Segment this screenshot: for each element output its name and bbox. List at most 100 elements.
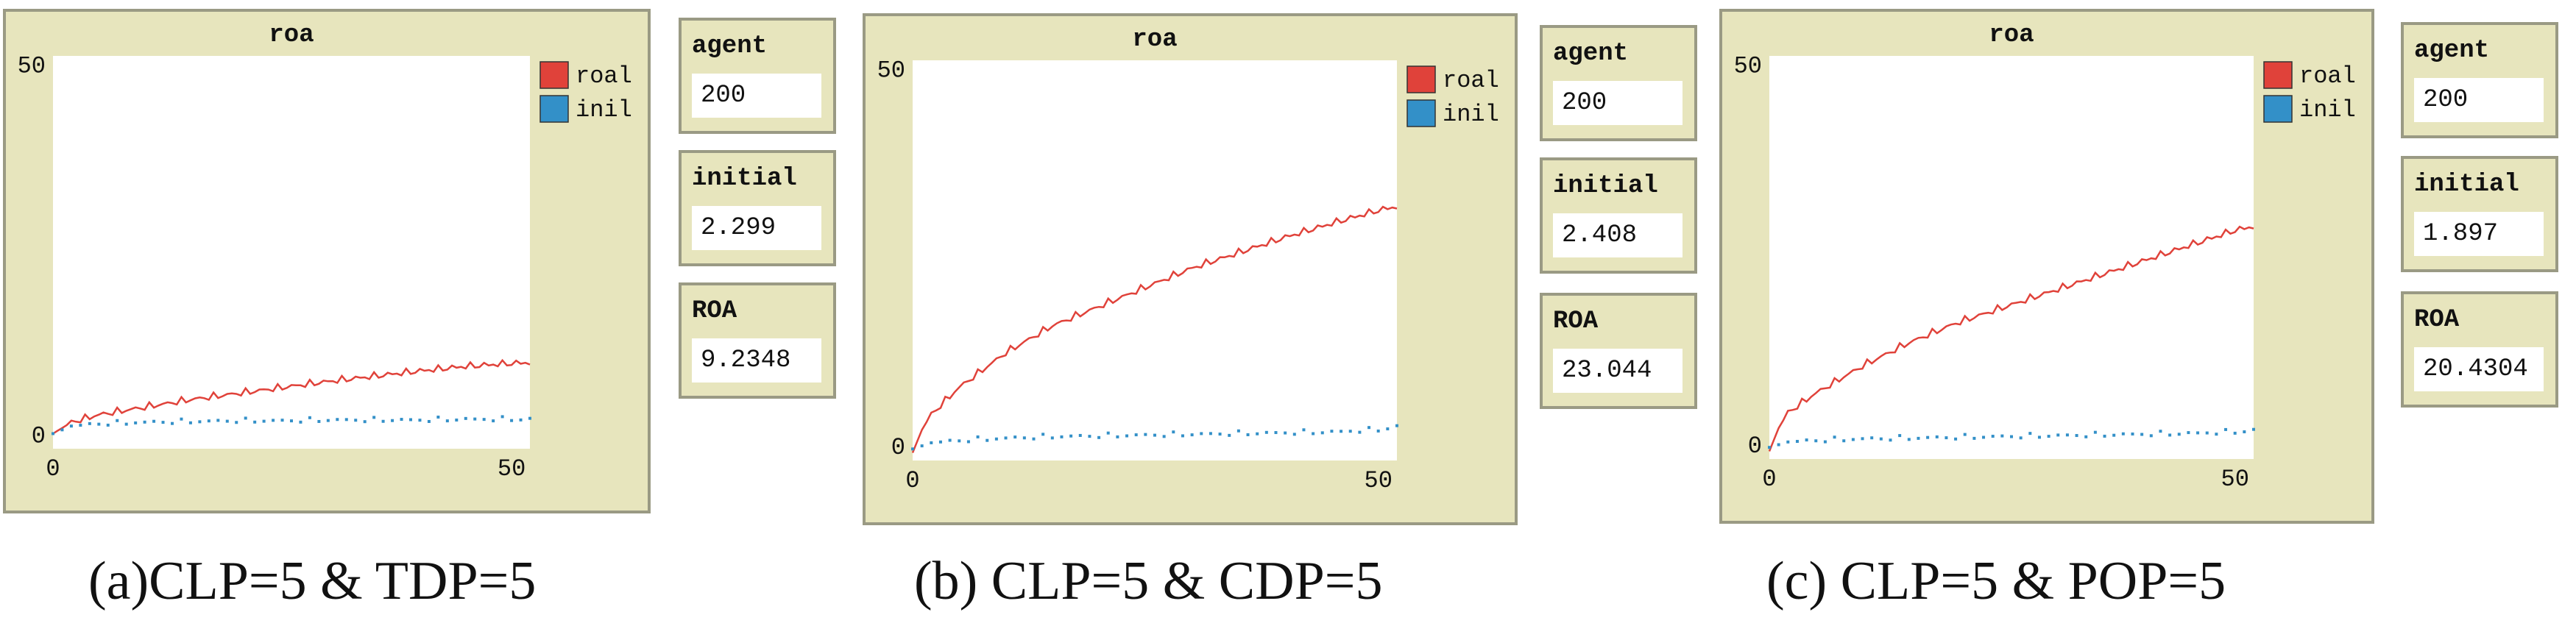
x-tick-label: 50 bbox=[1364, 467, 1392, 494]
inil-point bbox=[986, 438, 989, 442]
inil-point bbox=[124, 422, 128, 426]
plot-widget-b: roa 50 0 0 50 roal inil bbox=[863, 13, 1518, 525]
inil-point bbox=[2187, 431, 2190, 435]
inil-point bbox=[1833, 435, 1836, 439]
y-tick-label: 0 bbox=[1748, 433, 1762, 460]
inil-point bbox=[1153, 433, 1156, 437]
inil-point bbox=[2075, 434, 2078, 438]
inil-point bbox=[1088, 435, 1091, 438]
legend-swatch bbox=[1406, 65, 1436, 93]
agent-monitor-a: agent 200 bbox=[679, 18, 836, 134]
inil-point bbox=[2103, 434, 2106, 438]
monitor-label: initial bbox=[1553, 172, 1658, 200]
monitor-value: 200 bbox=[1562, 89, 1607, 117]
monitor-value: 23.044 bbox=[1562, 357, 1652, 385]
inil-point bbox=[1395, 424, 1398, 427]
inil-point bbox=[409, 418, 412, 422]
inil-point bbox=[1330, 430, 1334, 433]
inil-point bbox=[363, 420, 367, 424]
inil-point bbox=[2000, 434, 2004, 438]
caption-c: (c) CLP=5 & POP=5 bbox=[1766, 551, 2226, 611]
inil-point bbox=[1786, 440, 1790, 444]
inil-point bbox=[2065, 433, 2069, 437]
monitor-value-box: 23.044 bbox=[1553, 349, 1682, 393]
inil-point bbox=[253, 420, 257, 424]
inil-point bbox=[1097, 435, 1101, 439]
inil-point bbox=[299, 420, 302, 424]
inil-point bbox=[1078, 433, 1082, 437]
caption-b: (b) CLP=5 & CDP=5 bbox=[914, 551, 1383, 611]
x-tick-label: 50 bbox=[2221, 466, 2248, 493]
monitor-label: agent bbox=[692, 32, 768, 60]
inil-point bbox=[1032, 437, 1036, 441]
inil-point bbox=[1236, 429, 1240, 433]
agent-monitor-c: agent 200 bbox=[2401, 22, 2558, 138]
inil-point bbox=[60, 428, 64, 432]
inil-point bbox=[1302, 428, 1306, 432]
inil-point bbox=[1805, 438, 1808, 442]
y-tick-label: 0 bbox=[32, 422, 46, 449]
inil-point bbox=[2112, 433, 2116, 437]
inil-point bbox=[2224, 427, 2228, 431]
initial-monitor-c: initial 1.897 bbox=[2401, 156, 2558, 272]
inil-point bbox=[519, 418, 523, 422]
inil-point bbox=[1870, 436, 1874, 440]
inil-point bbox=[152, 419, 156, 423]
monitor-label: initial bbox=[692, 165, 797, 193]
inil-point bbox=[97, 422, 101, 426]
inil-point bbox=[198, 420, 202, 424]
inil-point bbox=[134, 421, 138, 424]
y-tick-label: 50 bbox=[18, 52, 46, 79]
plot-svg: roa 50 00 50 roal inil bbox=[1734, 21, 2356, 493]
inil-point bbox=[2243, 430, 2246, 434]
inil-point bbox=[1022, 436, 1026, 440]
plot-widget-c: roa 50 0 0 50 roal inil bbox=[1719, 9, 2374, 524]
plot-title: roa bbox=[1989, 21, 2034, 49]
monitor-value-box: 1.897 bbox=[2414, 212, 2544, 256]
inil-point bbox=[1134, 433, 1138, 437]
inil-point bbox=[1777, 443, 1780, 447]
inil-point bbox=[280, 419, 284, 422]
inil-point bbox=[290, 419, 293, 423]
inil-point bbox=[1795, 440, 1799, 444]
inil-point bbox=[445, 419, 449, 423]
inil-point bbox=[2084, 435, 2088, 438]
x-tick-label: 50 bbox=[498, 455, 526, 483]
monitor-value: 200 bbox=[2423, 86, 2469, 114]
inil-point bbox=[1823, 440, 1827, 444]
plot-area bbox=[53, 56, 530, 449]
inil-point bbox=[920, 444, 924, 448]
inil-point bbox=[492, 419, 495, 423]
inil-point bbox=[1209, 432, 1212, 435]
inil-point bbox=[2121, 432, 2125, 435]
inil-point bbox=[207, 419, 210, 423]
inil-point bbox=[1945, 436, 1948, 440]
y-tick-label: 50 bbox=[877, 57, 905, 84]
roa-monitor-c: ROA 20.4304 bbox=[2401, 291, 2558, 408]
inil-point bbox=[1320, 431, 1324, 435]
inil-point bbox=[1218, 433, 1222, 436]
inil-point bbox=[1954, 437, 1958, 441]
inil-point bbox=[1358, 430, 1362, 434]
inil-point bbox=[262, 419, 266, 423]
inil-point bbox=[1926, 435, 1930, 439]
inil-point bbox=[958, 439, 961, 443]
inil-point bbox=[2233, 431, 2237, 435]
inil-point bbox=[1991, 435, 1995, 438]
legend-swatch bbox=[1406, 99, 1436, 127]
inil-point bbox=[1814, 439, 1818, 443]
inil-point bbox=[1851, 438, 1855, 441]
monitor-value: 1.897 bbox=[2423, 220, 2499, 248]
inil-point bbox=[79, 424, 82, 427]
inil-point bbox=[1982, 435, 1986, 439]
inil-point bbox=[930, 441, 933, 444]
plot-area bbox=[913, 60, 1397, 460]
inil-point bbox=[1172, 430, 1175, 434]
inil-point bbox=[1228, 433, 1231, 437]
plot-widget-a: roa 50 0 0 50 roal inil bbox=[3, 9, 651, 513]
inil-point bbox=[1972, 436, 1976, 440]
inil-point bbox=[372, 416, 376, 419]
inil-point bbox=[2159, 430, 2162, 433]
inil-point bbox=[2177, 433, 2181, 436]
inil-point bbox=[1889, 438, 1892, 442]
